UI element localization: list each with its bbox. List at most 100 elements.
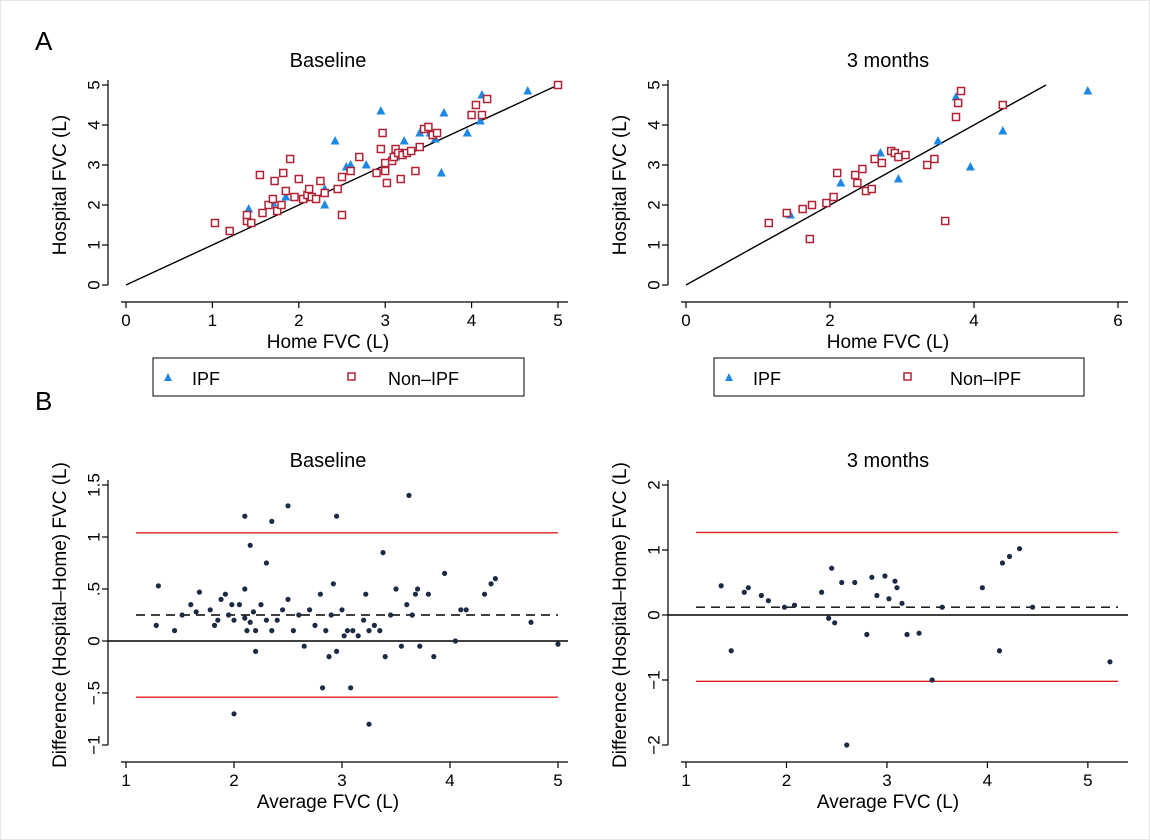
ipf-point — [1083, 86, 1093, 95]
non-ipf-point — [411, 166, 420, 176]
non-ipf-point — [285, 154, 295, 164]
ipf-point — [439, 108, 449, 117]
difference-point — [1107, 659, 1113, 665]
difference-point — [290, 628, 296, 634]
non-ipf-point — [853, 178, 862, 188]
legend-non-ipf-marker — [903, 372, 912, 381]
x-axis-label: Home FVC (L) — [267, 332, 389, 353]
plot-b-baseline: Baseline −1 −.5 0 .5 1 1.5 1 2 3 4 5 Average FVC (L)… — [50, 450, 568, 813]
non-ipf-point — [255, 170, 265, 180]
ipf-point — [523, 86, 533, 95]
difference-point — [1030, 604, 1036, 610]
non-ipf-point — [953, 98, 963, 108]
x-tick-label: 1 — [208, 311, 217, 330]
difference-point — [366, 721, 372, 727]
y-tick-label: 2 — [85, 200, 104, 209]
difference-point — [442, 570, 448, 577]
difference-point — [425, 591, 431, 597]
difference-point — [242, 615, 248, 621]
non-ipf-point — [956, 86, 966, 96]
non-ipf-point — [242, 210, 252, 220]
difference-point — [319, 685, 326, 691]
ipf-point — [893, 174, 903, 183]
difference-point — [999, 560, 1006, 566]
x-tick-label: 4 — [983, 771, 992, 790]
difference-point — [431, 654, 437, 660]
difference-point — [1006, 553, 1013, 560]
difference-point — [307, 607, 313, 613]
non-ipf-point — [477, 110, 487, 120]
difference-point — [899, 600, 905, 606]
x-tick-label: 6 — [1113, 311, 1122, 330]
difference-point — [832, 620, 838, 626]
non-ipf-point — [415, 142, 425, 152]
non-ipf-point — [281, 186, 291, 196]
difference-point — [377, 628, 383, 634]
difference-point — [844, 742, 850, 748]
non-ipf-point — [290, 192, 299, 202]
non-ipf-point — [922, 160, 932, 170]
difference-point — [348, 685, 354, 691]
ipf-point — [998, 126, 1008, 135]
difference-point — [979, 585, 985, 591]
y-tick-label: 2 — [645, 200, 664, 209]
y-tick-label: 5 — [645, 80, 664, 89]
legend-box — [152, 357, 525, 397]
ipf-point — [330, 136, 340, 145]
difference-point — [253, 648, 259, 655]
y-tick-label: −1 — [85, 735, 104, 754]
difference-point — [904, 631, 910, 638]
difference-point — [242, 513, 248, 519]
y-tick-label: 3 — [645, 160, 664, 169]
difference-point — [864, 631, 870, 638]
difference-point — [765, 598, 771, 604]
non-ipf-point — [294, 174, 304, 184]
difference-point — [179, 612, 185, 618]
ipf-point — [436, 168, 446, 177]
non-ipf-point — [396, 174, 406, 184]
difference-point — [188, 602, 194, 608]
y-axis-label: Difference (Hospital–Home) FVC (L) — [50, 462, 71, 768]
difference-point — [231, 617, 237, 623]
legend-right: IPF Non–IPF — [713, 357, 1085, 397]
difference-point — [244, 628, 250, 634]
difference-point — [839, 579, 845, 586]
difference-point — [371, 622, 377, 629]
difference-point — [458, 607, 464, 613]
y-tick-label: 0 — [85, 636, 104, 645]
ipf-point — [462, 128, 472, 137]
non-ipf-point — [272, 206, 282, 216]
difference-point — [269, 518, 275, 525]
panel-label-a: A — [35, 26, 53, 56]
y-tick-label: 1 — [85, 240, 104, 249]
difference-point — [886, 596, 892, 602]
x-tick-label: 2 — [294, 311, 303, 330]
difference-point — [339, 607, 345, 613]
difference-point — [196, 589, 203, 595]
non-ipf-point — [268, 194, 278, 204]
difference-point — [366, 628, 372, 634]
ipf-point — [415, 128, 425, 137]
y-axis-label: Hospital FVC (L) — [610, 115, 631, 255]
difference-point — [215, 617, 221, 623]
difference-point — [312, 622, 318, 629]
difference-point — [829, 565, 835, 571]
x-tick-label: 2 — [229, 771, 238, 790]
difference-point — [280, 607, 286, 613]
non-ipf-point — [320, 188, 329, 198]
difference-point — [211, 622, 218, 629]
difference-point — [781, 604, 788, 610]
difference-point — [869, 574, 875, 580]
non-ipf-point — [247, 218, 256, 228]
ipf-point — [320, 200, 330, 209]
difference-point — [380, 550, 386, 556]
non-ipf-point — [951, 112, 961, 122]
legend-non-ipf-marker — [347, 372, 356, 381]
difference-point — [285, 596, 291, 603]
difference-point — [492, 576, 498, 582]
non-ipf-point — [333, 184, 342, 194]
legend-ipf-label: IPF — [192, 369, 220, 389]
difference-point — [269, 628, 275, 634]
non-ipf-point — [829, 192, 838, 202]
